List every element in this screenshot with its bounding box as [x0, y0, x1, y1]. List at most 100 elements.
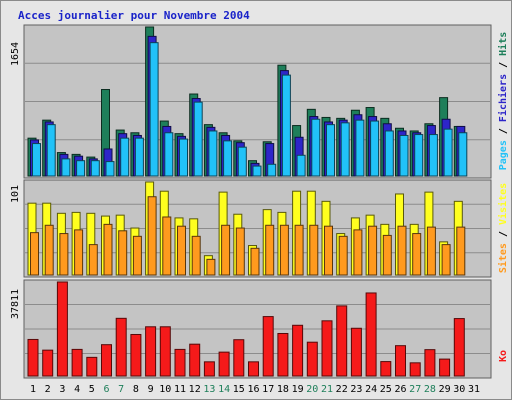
chart-title: Acces journalier pour Novembre 2004: [18, 9, 250, 22]
bottom-ko-bar-day-7: [115, 317, 127, 377]
x-tick-day-12: 12: [189, 384, 201, 395]
middle-panel-bars: [27, 181, 466, 276]
middle-sites-bar-day-27: [412, 233, 422, 276]
top-pages-bar-day-5: [90, 160, 100, 177]
legend-sep-3: /: [498, 225, 509, 243]
middle-sites-bar-day-14: [221, 224, 231, 276]
top-pages-bar-day-6: [105, 161, 115, 177]
middle-sites-bar-day-9: [147, 196, 157, 276]
x-tick-day-14: 14: [218, 384, 230, 395]
bottom-panel-bars: [27, 281, 465, 377]
middle-sites-bar-day-4: [74, 229, 84, 276]
bottom-ko-bar-day-8: [130, 333, 142, 377]
bottom-ko-bar-day-23: [350, 327, 362, 377]
top-pages-bar-day-15: [237, 146, 247, 177]
bottom-ko-bar-day-24: [365, 292, 377, 377]
bottom-panel-legend: Ko: [498, 350, 509, 362]
x-tick-day-15: 15: [233, 384, 245, 395]
top-pages-bar-day-18: [281, 74, 291, 177]
middle-sites-bar-day-6: [103, 223, 113, 276]
x-tick-day-2: 2: [45, 384, 51, 395]
bottom-ko-bar-day-4: [71, 348, 83, 377]
middle-panel-legend: Sites / Visites: [497, 183, 509, 273]
x-tick-day-30: 30: [453, 384, 465, 395]
bottom-ko-bar-day-21: [321, 320, 333, 377]
middle-sites-bar-day-20: [309, 224, 319, 276]
x-tick-day-6: 6: [103, 384, 109, 395]
middle-sites-bar-day-3: [59, 233, 69, 276]
bottom-ko-bar-day-13: [203, 361, 215, 377]
top-pages-bar-day-2: [46, 124, 56, 177]
x-tick-day-24: 24: [365, 384, 377, 395]
x-tick-day-31: 31: [468, 384, 480, 395]
x-tick-day-18: 18: [277, 384, 289, 395]
x-tick-day-27: 27: [409, 384, 421, 395]
bottom-ko-bar-day-1: [27, 338, 39, 377]
x-tick-day-20: 20: [306, 384, 318, 395]
middle-sites-bar-day-26: [397, 225, 407, 276]
top-pages-bar-day-3: [61, 158, 71, 177]
top-panel-ymax-label: 1654: [10, 42, 21, 66]
x-tick-day-8: 8: [133, 384, 139, 395]
top-pages-bar-day-9: [149, 42, 159, 177]
top-pages-bar-day-1: [32, 143, 41, 177]
top-pages-bar-day-19: [296, 154, 306, 177]
top-pages-bar-day-25: [384, 130, 394, 177]
top-pages-bar-day-14: [223, 140, 233, 177]
bottom-ko-bar-day-27: [409, 362, 421, 377]
bottom-ko-bar-day-11: [174, 348, 186, 377]
middle-sites-bar-day-16: [250, 247, 260, 276]
x-tick-day-9: 9: [148, 384, 154, 395]
top-pages-bar-day-20: [311, 118, 321, 177]
x-tick-day-16: 16: [247, 384, 259, 395]
bottom-ko-bar-day-17: [262, 316, 274, 377]
middle-sites-bar-day-19: [294, 224, 304, 276]
x-tick-day-11: 11: [174, 384, 186, 395]
x-tick-day-26: 26: [394, 384, 406, 395]
x-tick-day-22: 22: [336, 384, 348, 395]
bottom-ko-bar-day-2: [42, 349, 54, 377]
bottom-ko-bar-day-15: [233, 339, 245, 377]
bottom-ko-bar-day-26: [395, 345, 406, 377]
top-pages-bar-day-23: [355, 119, 365, 177]
bottom-ko-bar-day-19: [292, 324, 304, 377]
top-pages-bar-day-17: [267, 163, 277, 177]
x-tick-day-4: 4: [74, 384, 80, 395]
middle-sites-bar-day-30: [456, 226, 466, 276]
middle-sites-bar-day-28: [426, 226, 436, 276]
bottom-ko-bar-day-30: [453, 318, 465, 377]
x-tick-day-10: 10: [159, 384, 171, 395]
legend-pages: Pages: [498, 140, 509, 170]
middle-sites-bar-day-21: [324, 225, 333, 276]
x-tick-day-5: 5: [89, 384, 95, 395]
x-tick-day-17: 17: [262, 384, 274, 395]
bottom-ko-bar-day-5: [86, 356, 98, 377]
top-pages-bar-day-28: [428, 134, 438, 177]
middle-sites-bar-day-25: [382, 234, 392, 276]
top-pages-bar-day-30: [458, 132, 468, 177]
x-tick-day-21: 21: [321, 384, 333, 395]
bottom-ko-bar-day-20: [306, 341, 318, 377]
legend-fichiers: Fichiers: [497, 74, 509, 122]
top-pages-bar-day-7: [120, 137, 130, 177]
x-tick-day-13: 13: [203, 384, 215, 395]
legend-visites: Visites: [497, 183, 509, 225]
top-pages-bar-day-16: [252, 165, 262, 177]
middle-sites-bar-day-8: [132, 235, 142, 276]
middle-sites-bar-day-11: [177, 225, 186, 276]
top-pages-bar-day-22: [340, 122, 350, 177]
bottom-ko-bar-day-18: [277, 332, 289, 377]
middle-sites-bar-day-22: [338, 235, 348, 276]
middle-sites-bar-day-24: [368, 225, 378, 276]
middle-sites-bar-day-29: [441, 244, 451, 276]
bottom-ko-bar-day-3: [56, 281, 68, 377]
bottom-ko-bar-day-14: [218, 351, 230, 377]
top-pages-bar-day-21: [326, 124, 335, 177]
legend-sep-1: /: [498, 122, 509, 140]
bottom-ko-bar-day-29: [439, 358, 451, 377]
bottom-ko-bar-day-10: [159, 326, 171, 377]
x-tick-day-23: 23: [350, 384, 362, 395]
top-pages-bar-day-12: [193, 101, 203, 177]
middle-sites-bar-day-15: [235, 227, 245, 276]
